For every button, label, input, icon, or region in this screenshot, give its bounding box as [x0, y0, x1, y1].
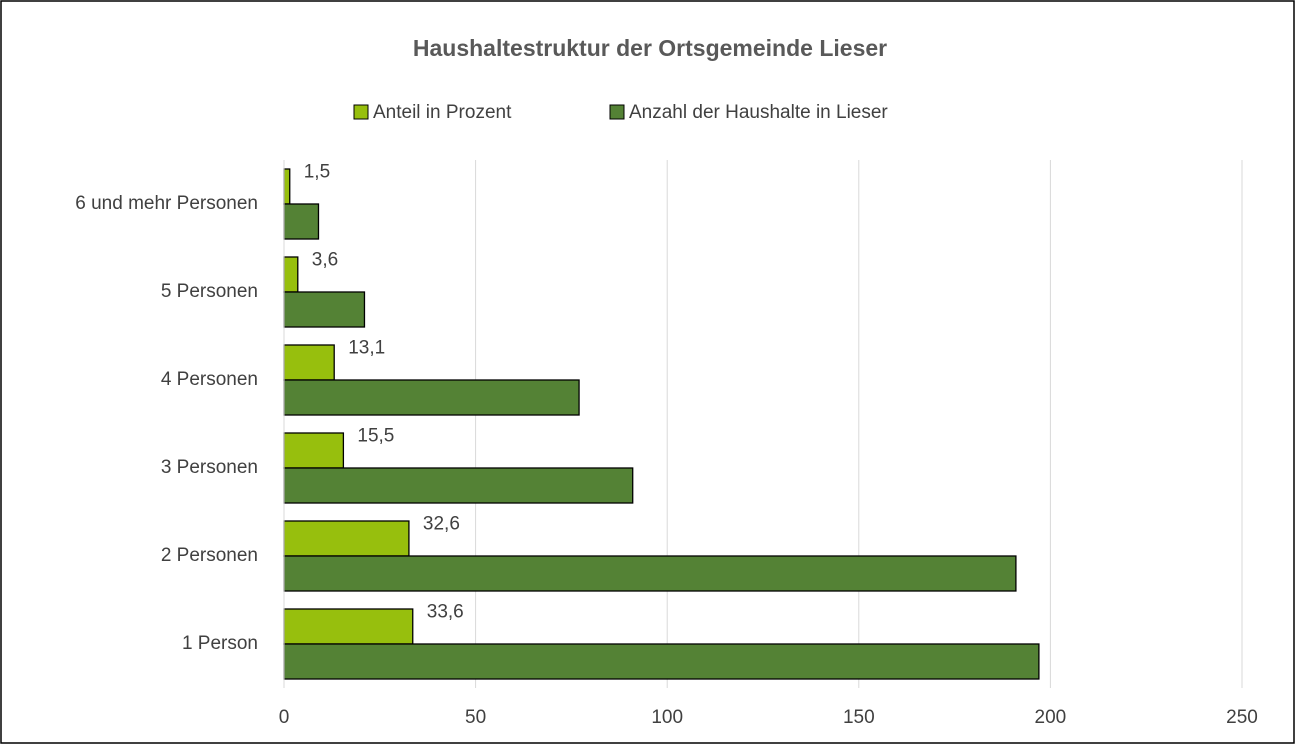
bar — [283, 432, 345, 469]
y-tick-label: 3 Personen — [161, 457, 258, 478]
bar — [283, 379, 580, 416]
legend-label: Anzahl der Haushalte in Lieser — [629, 102, 888, 123]
chart-title: Haushaltestruktur der Ortsgemeinde Liese… — [413, 35, 887, 61]
data-label: 32,6 — [423, 514, 460, 535]
bar — [283, 520, 410, 557]
bar — [283, 168, 291, 205]
data-label: 15,5 — [357, 426, 394, 447]
bar — [283, 291, 366, 328]
x-tick-label: 50 — [465, 707, 486, 728]
data-label: 3,6 — [312, 250, 338, 271]
bar — [283, 608, 414, 645]
data-label: 33,6 — [427, 602, 464, 623]
bar — [283, 643, 1040, 680]
y-tick-label: 4 Personen — [161, 369, 258, 390]
x-tick-label: 100 — [651, 707, 683, 728]
legend-label: Anteil in Prozent — [373, 102, 512, 123]
y-tick-label: 5 Personen — [161, 281, 258, 302]
bar — [283, 344, 335, 381]
legend-swatch — [609, 104, 625, 120]
y-tick-label: 2 Personen — [161, 545, 258, 566]
bar — [283, 467, 634, 504]
x-tick-label: 150 — [843, 707, 875, 728]
bar — [283, 203, 320, 240]
x-tick-label: 200 — [1035, 707, 1067, 728]
y-tick-label: 1 Person — [182, 633, 258, 654]
y-tick-label: 6 und mehr Personen — [75, 193, 258, 214]
data-label: 13,1 — [348, 338, 385, 359]
legend-swatch — [353, 104, 369, 120]
bar — [283, 555, 1017, 592]
x-tick-label: 0 — [279, 707, 290, 728]
bar — [283, 256, 299, 293]
data-label: 1,5 — [304, 162, 330, 183]
x-tick-label: 250 — [1226, 707, 1258, 728]
